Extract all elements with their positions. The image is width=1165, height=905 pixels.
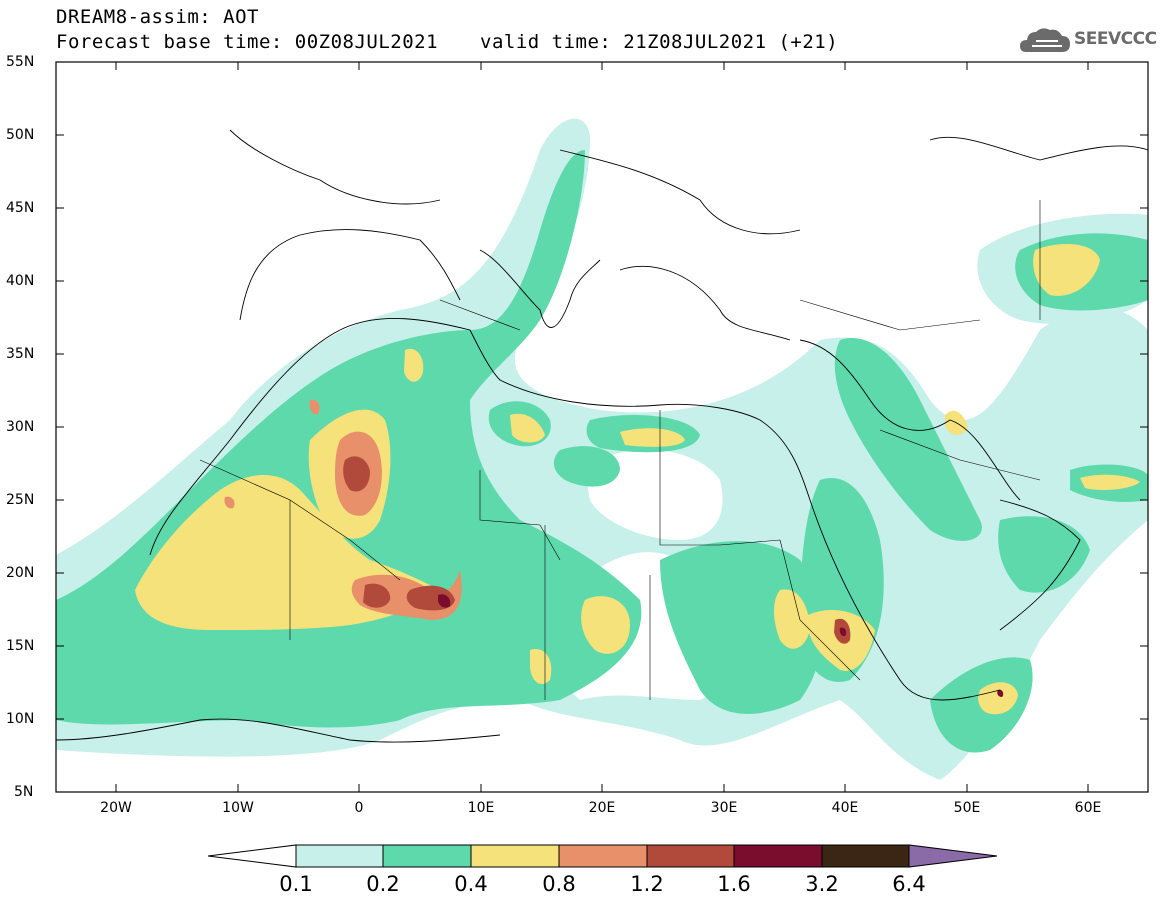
lon-label: 30E bbox=[710, 800, 738, 816]
valid-time: valid time: 21Z08JUL2021 (+21) bbox=[480, 31, 839, 53]
colorbar-box-2 bbox=[382, 844, 472, 868]
lon-label: 0 bbox=[354, 800, 364, 816]
lat-label: 40N bbox=[6, 273, 35, 289]
colorbar-high-arrow bbox=[908, 844, 998, 868]
colorbar-low-arrow bbox=[207, 844, 297, 868]
lat-label: 5N bbox=[14, 784, 34, 800]
coastlines bbox=[55, 129, 1149, 743]
lon-ticks bbox=[115, 62, 1089, 792]
lat-ticks bbox=[56, 61, 1148, 720]
colorbar-label: 1.2 bbox=[630, 872, 664, 896]
colorbar-box-3 bbox=[470, 844, 560, 868]
lon-label: 40E bbox=[831, 800, 859, 816]
lat-label: 55N bbox=[6, 54, 35, 70]
lat-label: 20N bbox=[6, 565, 35, 581]
colorbar bbox=[207, 844, 998, 868]
colorbar-label: 3.2 bbox=[805, 872, 839, 896]
colorbar-box-6 bbox=[733, 844, 823, 868]
lon-label: 10E bbox=[467, 800, 495, 816]
lat-label: 35N bbox=[6, 346, 35, 362]
colorbar-label: 0.4 bbox=[454, 872, 488, 896]
colorbar-box-4 bbox=[558, 844, 648, 868]
lat-label: 15N bbox=[6, 638, 35, 654]
colorbar-box-5 bbox=[646, 844, 735, 868]
colorbar-label: 1.6 bbox=[717, 872, 751, 896]
lat-label: 25N bbox=[6, 492, 35, 508]
lon-label: 60E bbox=[1074, 800, 1102, 816]
colorbar-label: 0.8 bbox=[542, 872, 576, 896]
lon-label: 20W bbox=[100, 800, 132, 816]
lat-label: 30N bbox=[6, 419, 35, 435]
map-title: DREAM8-assim: AOT bbox=[56, 6, 259, 28]
colorbar-label: 6.4 bbox=[892, 872, 926, 896]
cloud-icon bbox=[1020, 28, 1070, 52]
lon-label: 20E bbox=[588, 800, 616, 816]
colorbar-label: 0.2 bbox=[366, 872, 400, 896]
lat-label: 45N bbox=[6, 200, 35, 216]
aot-level-1.6 bbox=[438, 594, 1004, 697]
colorbar-label: 0.1 bbox=[279, 872, 313, 896]
lat-label: 10N bbox=[6, 711, 35, 727]
colorbar-box-1 bbox=[295, 844, 384, 868]
lon-label: 10W bbox=[222, 800, 254, 816]
logo-text: SEEVCCC bbox=[1074, 29, 1157, 49]
forecast-base-time: Forecast base time: 00Z08JUL2021 bbox=[56, 31, 439, 53]
lon-label: 50E bbox=[953, 800, 981, 816]
country-borders bbox=[199, 200, 1041, 700]
lat-label: 50N bbox=[6, 127, 35, 143]
colorbar-box-7 bbox=[821, 844, 910, 868]
